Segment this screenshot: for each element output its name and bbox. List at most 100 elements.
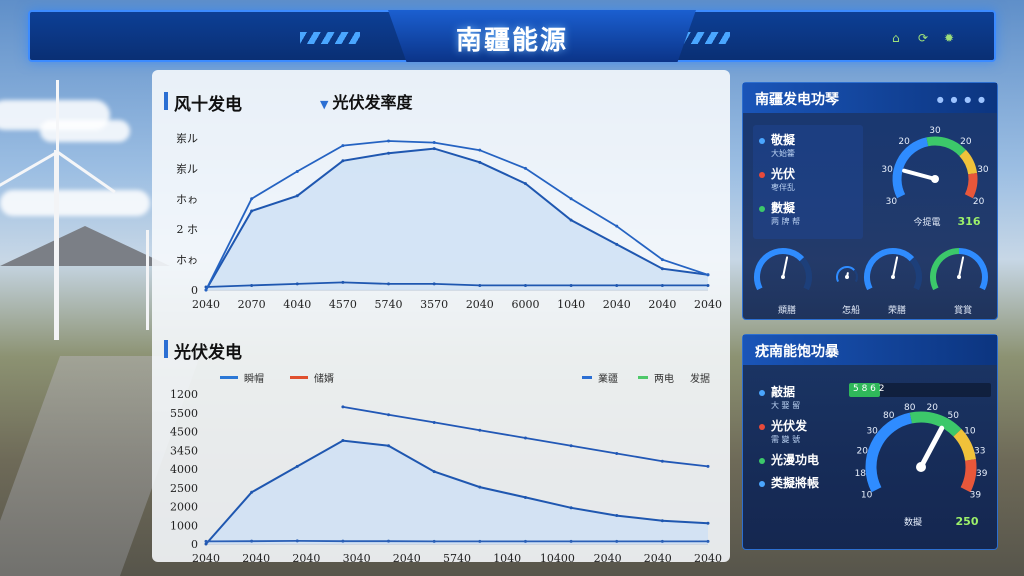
bottom-chart-title: 光伏发电 [164,338,242,363]
x-tick-label: 2070 [238,298,266,310]
legend-label: 储婿 [314,374,334,385]
list-item-label: 敬擬 [759,131,857,148]
top-chart-series-label: ▼ 光伏发率度 [320,89,412,113]
list-item[interactable]: 光伏发需 變 號 [759,417,843,445]
gear-icon[interactable]: ✹ [944,31,955,45]
gauge-label: 数擬 [904,516,922,528]
list-item-label: 光伏 [759,165,857,182]
data-point [569,283,573,287]
data-point [341,159,345,163]
gauge-segment [930,248,960,291]
list-item[interactable]: 光伏 枣伴乱 [759,165,857,193]
bullet-dot-icon [759,137,765,144]
data-point [250,490,254,494]
right-bottom-progress: 5 8 6 2 [849,383,991,397]
gauge-hub [931,175,939,183]
data-point [706,464,710,468]
data-point [615,451,619,455]
list-item[interactable]: 类擬將帳 [759,474,843,491]
gauge-tick-label: 20 [973,197,985,207]
right-top-gauge: 30 30 20 30 20 30 20 今提電 316 [881,126,989,228]
data-point [341,280,345,284]
list-item-sub: 需 變 號 [771,435,801,444]
bottom-chart-block: 光伏发电 瞬帽 储婿 業疆 两电 发据 1200 5500 4500 3450 4000… [152,328,730,562]
header-bar: 南疆能源 ⌂ ⟳ ✹ [28,10,996,62]
data-point [432,147,436,151]
legend-label: 瞬帽 [244,374,264,385]
right-top-panel: 南疆发电功琴 ● ● ● ● 敬擬 大始籗 光伏 枣伴乱 數擬两 牌 帮 30 30 20 3… [742,82,998,320]
data-point [432,141,436,145]
center-chart-panel: 风十发电 ▼ 光伏发率度 岽ル 岽ル ホゎ 2 ホホゎ 0 2040 2070 4040 4570… [152,70,730,562]
right-bottom-title: 疣南能饱功暴 [755,344,839,360]
right-bottom-panel: 疣南能饱功暴 5 8 6 2 敲据大 娶 留光伏发需 變 號光漫功电类擬將帳 1… [742,334,998,550]
right-bottom-panel-header: 疣南能饱功暴 [743,335,997,365]
series-line [205,439,709,545]
data-point [204,539,208,543]
gauge-segment [909,257,922,291]
y-tick-label: 0 [191,284,198,297]
refresh-icon[interactable]: ⟳ [918,31,929,45]
y-tick-label: 2500 [170,482,198,495]
gauge-segment [926,136,966,157]
data-point [478,485,482,489]
gauge-tick-label: 39 [976,469,988,479]
gauge-segment [953,429,976,461]
bottom-legend-right: 業疆 两电 发据 [582,370,710,385]
x-tick-label: 3570 [420,298,448,310]
gauge-tick-label: 30 [886,197,898,207]
gauge-tick-label: 20 [857,447,869,457]
wind-turbine [54,150,59,340]
bullet-dot-icon [759,480,765,487]
x-tick-label: 2040 [603,298,631,310]
data-point [387,444,391,448]
list-item-label: 类擬將帳 [759,474,843,491]
list-item-label: 數擬 [759,199,857,216]
data-point [250,283,254,287]
y-tick-label: 2000 [170,501,198,514]
mountain [0,226,170,266]
x-tick-label: 2040 [648,298,676,310]
x-tick-label: 2040 [694,552,722,562]
data-point [569,506,573,510]
data-point [660,283,664,287]
list-item[interactable]: 光漫功电 [759,451,843,468]
gauge-needle [782,256,789,278]
data-point [478,283,482,287]
gauge-needle [892,256,899,278]
data-point [432,470,436,474]
gauge-needle [958,256,965,278]
data-point [615,224,619,228]
y-tick-label: ホゎ [176,193,198,206]
data-point [478,539,482,543]
x-tick-label: 2040 [192,298,220,310]
mini-gauge-row: 頫膳 怎船 荣膳 賞賞 [754,248,988,316]
data-point [204,542,208,546]
y-tick-label: 4000 [170,463,198,476]
list-item-sub: 枣伴乱 [771,183,795,192]
data-point [478,428,482,432]
gauge-tick-label: 10 [964,426,976,436]
right-bottom-list: 敲据大 娶 留光伏发需 變 號光漫功电类擬將帳 [753,377,849,503]
data-point [478,160,482,164]
gauge-hub [891,275,895,279]
list-item[interactable]: 數擬两 牌 帮 [759,199,857,227]
data-point [387,282,391,286]
x-tick-label: 1040 [493,552,521,562]
gauge-segment [836,266,856,282]
gauge-segment [853,269,858,282]
list-item[interactable]: 敲据大 娶 留 [759,383,843,411]
page-title: 南疆能源 [455,26,568,56]
data-point [523,495,527,499]
list-item[interactable]: 敬擬 大始籗 [759,131,857,159]
top-chart-block: 风十发电 ▼ 光伏发率度 岽ル 岽ル ホゎ 2 ホホゎ 0 2040 2070 4040 4570… [152,70,730,310]
home-icon[interactable]: ⌂ [892,31,900,45]
data-point [341,144,345,148]
data-point [615,283,619,287]
right-top-panel-header: 南疆发电功琴 ● ● ● ● [743,83,997,113]
data-point [523,166,527,170]
gauge-segment [964,173,978,199]
data-point [706,283,710,287]
more-dots-icon[interactable]: ● ● ● ● [936,95,987,104]
data-point [341,539,345,543]
